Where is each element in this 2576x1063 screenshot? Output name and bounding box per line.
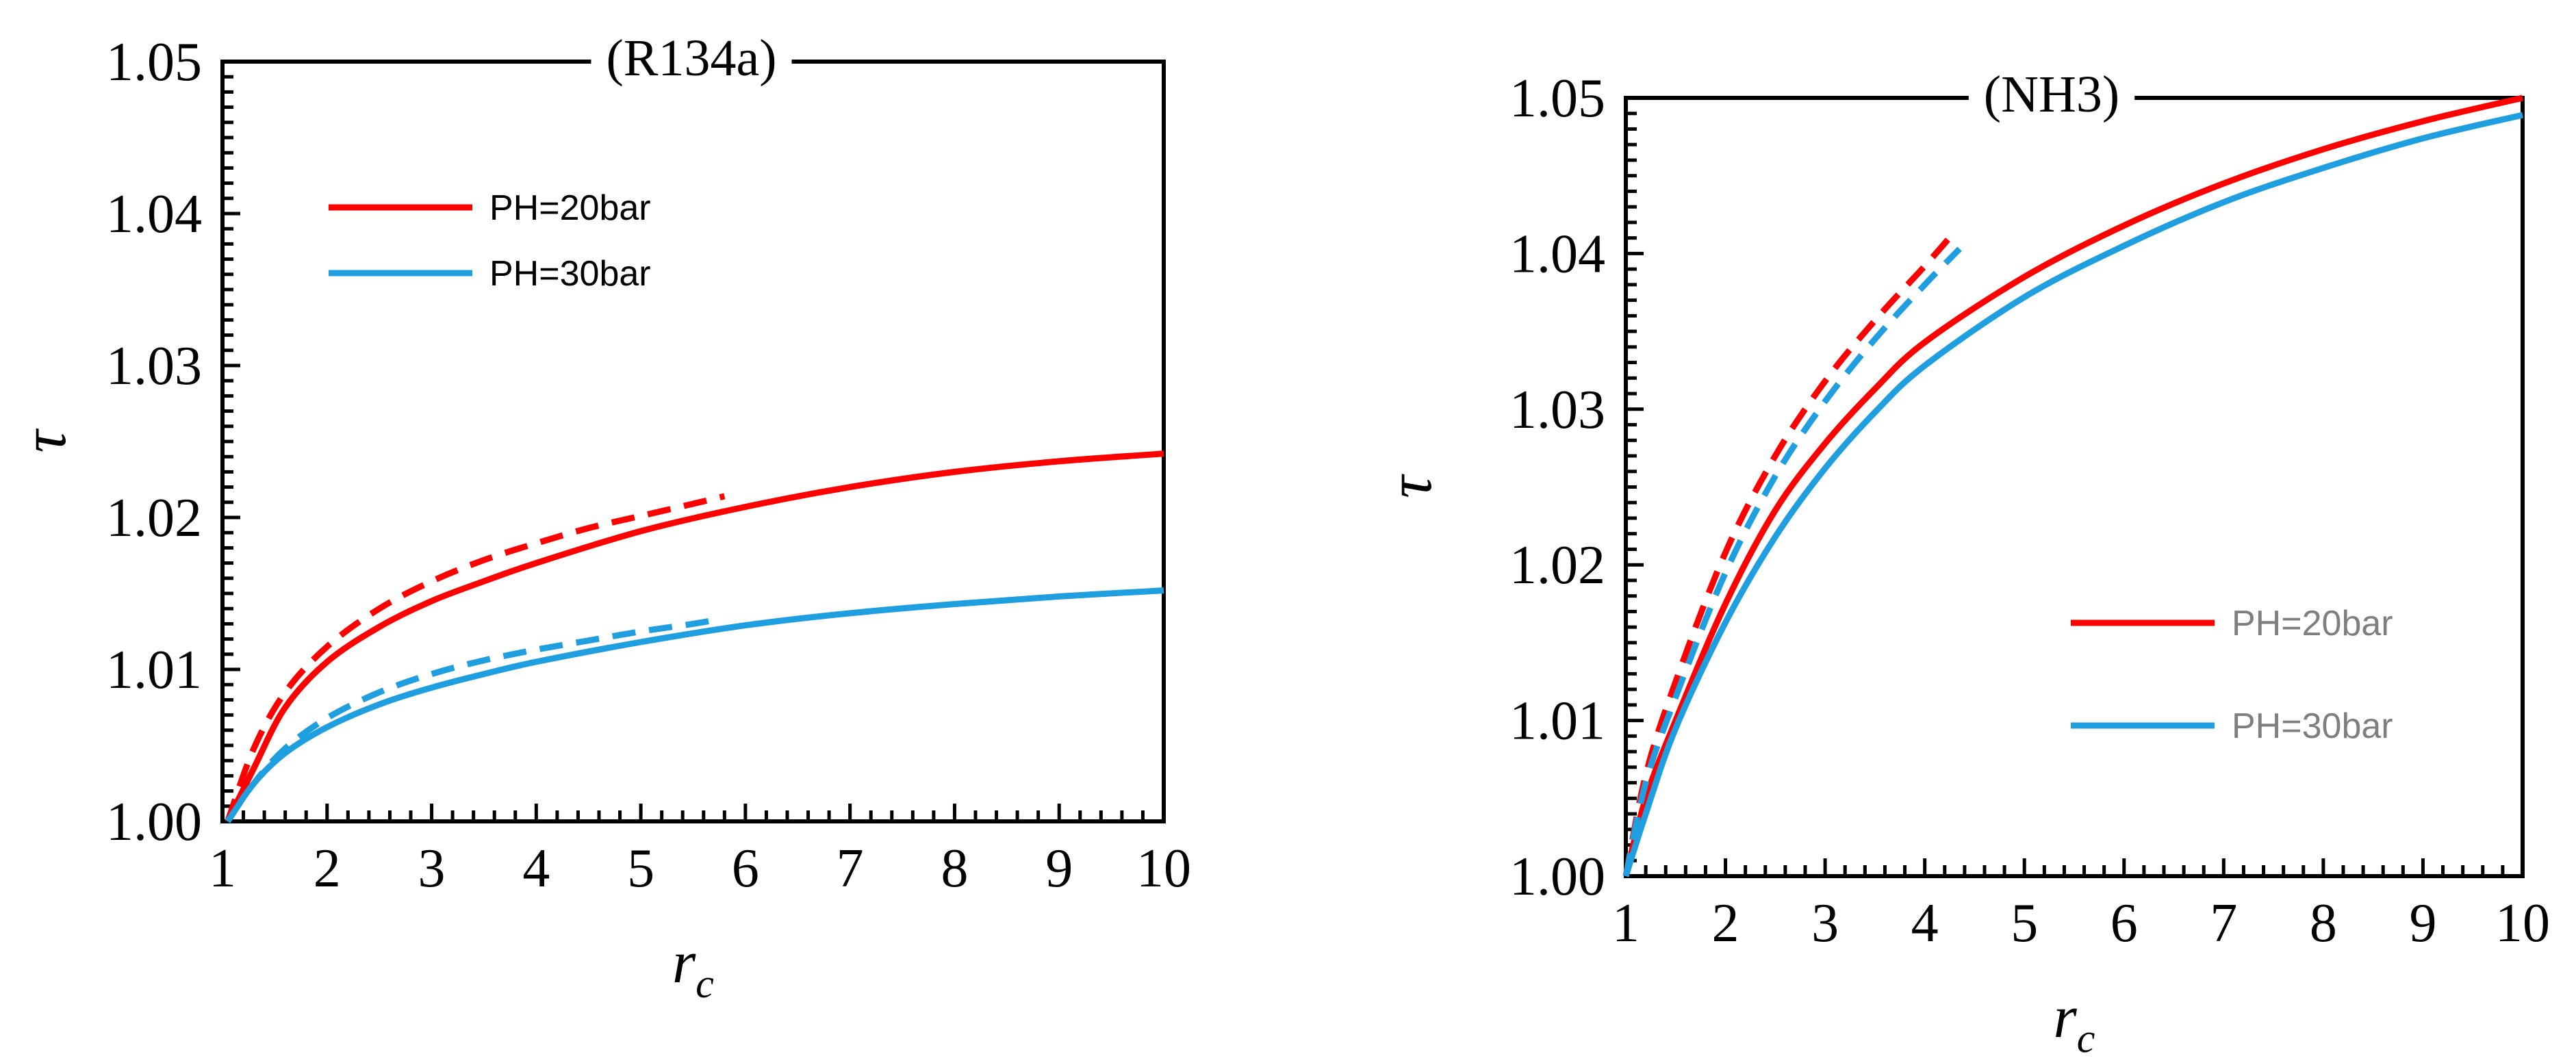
series-line-solid-2: [225, 587, 1164, 823]
series-line-dashed-4: [1622, 246, 1962, 877]
y-tick-label: 1.04: [1509, 224, 1605, 284]
x-tick-label: 6: [732, 838, 759, 899]
legend-label: PH=20bar: [489, 188, 651, 228]
series-line-solid-1: [1622, 94, 2524, 878]
x-tick-label: 3: [418, 838, 446, 899]
y-tick-label: 1.05: [1509, 68, 1605, 129]
x-axis-label: rc: [2054, 984, 2095, 1061]
x-tick-label: 4: [1911, 893, 1939, 953]
x-tick-label: 1: [1612, 893, 1640, 953]
legend-label: PH=30bar: [489, 254, 651, 294]
chart-title: (NH3): [1984, 66, 2119, 123]
y-tick-label: 1.04: [106, 184, 202, 244]
x-tick-label: 10: [2495, 893, 2550, 953]
chart-title: (R134a): [606, 29, 776, 87]
x-tick-label: 1: [209, 838, 236, 899]
y-tick-label: 1.03: [106, 336, 202, 396]
series-line-solid-1: [225, 450, 1164, 823]
x-tick-label: 6: [2110, 893, 2138, 953]
y-tick-label: 1.00: [106, 792, 202, 852]
x-tick-label: 8: [941, 838, 968, 899]
y-tick-label: 1.01: [1509, 691, 1605, 752]
x-tick-label: 2: [1712, 893, 1739, 953]
y-tick-label: 1.01: [106, 640, 202, 700]
series-line-solid-2: [1622, 112, 2524, 878]
x-axis-label: rc: [672, 930, 714, 1006]
y-tick-label: 1.02: [1509, 535, 1605, 595]
series-line-dashed-4: [225, 616, 720, 823]
chart-title-background: [591, 28, 792, 88]
x-tick-label: 3: [1811, 893, 1839, 953]
y-axis-label: τ: [1375, 474, 1444, 498]
series-line-dashed-3: [225, 493, 726, 823]
legend: PH=20bar PH=30bar: [2071, 604, 2393, 746]
x-tick-label: 8: [2310, 893, 2337, 953]
y-tick-label: 1.03: [1509, 380, 1605, 440]
x-tick-label: 9: [2409, 893, 2436, 953]
x-tick-label: 7: [837, 838, 864, 899]
y-tick-label: 1.00: [1509, 847, 1605, 907]
x-tick-label: 9: [1045, 838, 1073, 899]
x-tick-label: 10: [1136, 838, 1191, 899]
x-tick-label: 5: [2011, 893, 2038, 953]
series-line-dashed-3: [1622, 229, 1957, 877]
x-tick-label: 7: [2210, 893, 2237, 953]
legend: PH=20bar PH=30bar: [329, 188, 651, 294]
legend-label: PH=30bar: [2232, 706, 2393, 746]
chart-title-background: [1968, 64, 2135, 125]
x-tick-label: 4: [522, 838, 550, 899]
y-axis-label: τ: [9, 428, 79, 452]
chart-panel-2: (NH3) 1.00 1.01 1.02 1.03 1.04 1.05 1 2 3 4 5 6 7 8 9 10…: [1375, 64, 2550, 1061]
chart-panel-1: (R134a) 1.00 1.01 1.02 1.03 1.04 1.05 1 2 3 4 5 6 7 8 9…: [9, 28, 1191, 1006]
legend-label: PH=20bar: [2232, 604, 2393, 643]
y-tick-label: 1.05: [106, 32, 202, 92]
x-tick-label: 5: [627, 838, 654, 899]
y-tick-label: 1.02: [106, 488, 202, 548]
x-tick-label: 2: [314, 838, 341, 899]
